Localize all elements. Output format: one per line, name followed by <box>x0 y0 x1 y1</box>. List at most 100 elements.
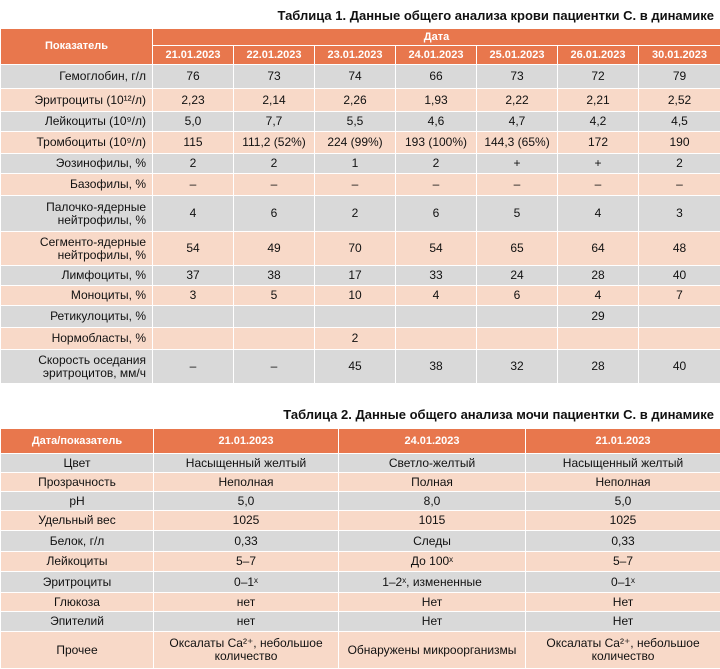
table-cell: 115 <box>153 132 234 154</box>
table-cell: 6 <box>396 196 477 232</box>
table-cell <box>234 306 315 328</box>
table-cell: 2,52 <box>639 89 720 112</box>
row-label: Прозрачность <box>1 473 154 492</box>
table-cell: 1,93 <box>396 89 477 112</box>
table-cell: – <box>153 350 234 384</box>
row-label: Эритроциты <box>1 572 154 593</box>
table-cell: 38 <box>234 266 315 286</box>
table-cell: 54 <box>153 232 234 266</box>
table-cell: 2,21 <box>558 89 639 112</box>
table-cell: 5,0 <box>153 112 234 132</box>
table-cell: – <box>234 350 315 384</box>
row-label: Эпителий <box>1 612 154 632</box>
header-date: Дата <box>153 29 720 46</box>
table-cell: 3 <box>153 286 234 306</box>
table-cell: 111,2 (52%) <box>234 132 315 154</box>
table-cell: 7,7 <box>234 112 315 132</box>
row-label: Цвет <box>1 454 154 473</box>
table-cell: 2 <box>315 196 396 232</box>
table-cell: – <box>639 174 720 196</box>
table-cell: 5–7 <box>154 552 339 572</box>
header-date-cell: 26.01.2023 <box>558 46 639 65</box>
table-cell: 32 <box>477 350 558 384</box>
table-cell: – <box>477 174 558 196</box>
table-cell <box>396 306 477 328</box>
table-cell: нет <box>154 612 339 632</box>
table-cell <box>639 328 720 350</box>
header-date-cell: 24.01.2023 <box>339 429 526 454</box>
table-cell: Светло-желтый <box>339 454 526 473</box>
header-parameter: Показатель <box>1 29 153 65</box>
table-cell: 144,3 (65%) <box>477 132 558 154</box>
table-cell: 190 <box>639 132 720 154</box>
header-date-cell: 25.01.2023 <box>477 46 558 65</box>
table-cell: Оксалаты Ca²⁺, небольшое количество <box>526 632 720 669</box>
table-cell: 2,14 <box>234 89 315 112</box>
table-cell: 45 <box>315 350 396 384</box>
table-cell: 8,0 <box>339 492 526 511</box>
table-cell: 1025 <box>154 511 339 531</box>
table-cell: нет <box>154 593 339 612</box>
table-cell: Следы <box>339 531 526 552</box>
row-label: Сегменто-ядерные нейтрофилы, % <box>1 232 153 266</box>
table-cell: 172 <box>558 132 639 154</box>
table-cell: 10 <box>315 286 396 306</box>
table-cell: 0–1ˣ <box>526 572 720 593</box>
table-cell: 48 <box>639 232 720 266</box>
table-cell: 33 <box>396 266 477 286</box>
table-cell: Неполная <box>526 473 720 492</box>
table-cell: 4,2 <box>558 112 639 132</box>
header-date-cell: 30.01.2023 <box>639 46 720 65</box>
table-cell: 2 <box>396 154 477 174</box>
row-label: Нормобласты, % <box>1 328 153 350</box>
table-cell: 4,5 <box>639 112 720 132</box>
table-cell: – <box>396 174 477 196</box>
table-cell <box>315 306 396 328</box>
table-cell: 73 <box>477 65 558 89</box>
table-cell: 64 <box>558 232 639 266</box>
table-cell: 1 <box>315 154 396 174</box>
table-cell: Оксалаты Ca²⁺, небольшое количество <box>154 632 339 669</box>
table-cell: Обнаружены микроорганизмы <box>339 632 526 669</box>
header-date-cell: 23.01.2023 <box>315 46 396 65</box>
row-label: Моноциты, % <box>1 286 153 306</box>
table2-caption: Таблица 2. Данные общего анализа мочи па… <box>283 407 720 422</box>
table-cell: 4,6 <box>396 112 477 132</box>
table-cell: 0,33 <box>526 531 720 552</box>
row-label: Палочко-ядерные нейтрофилы, % <box>1 196 153 232</box>
row-label: Лимфоциты, % <box>1 266 153 286</box>
row-label: Эритроциты (10¹²/л) <box>1 89 153 112</box>
table-cell: Нет <box>339 612 526 632</box>
table-cell: 5,0 <box>154 492 339 511</box>
row-label: pH <box>1 492 154 511</box>
table-cell: 1015 <box>339 511 526 531</box>
table-cell: 76 <box>153 65 234 89</box>
table-cell: 5–7 <box>526 552 720 572</box>
table-cell: 72 <box>558 65 639 89</box>
table-cell: 0,33 <box>154 531 339 552</box>
row-label: Удельный вес <box>1 511 154 531</box>
row-label: Скорость оседания эритроцитов, мм/ч <box>1 350 153 384</box>
table-cell: – <box>558 174 639 196</box>
table-cell: Нет <box>339 593 526 612</box>
table-cell: 40 <box>639 350 720 384</box>
table-cell: 2 <box>639 154 720 174</box>
table-cell: Нет <box>526 612 720 632</box>
table-cell: 224 (99%) <box>315 132 396 154</box>
table-cell: 193 (100%) <box>396 132 477 154</box>
row-label: Лейкоциты <box>1 552 154 572</box>
table-cell <box>153 328 234 350</box>
table-cell: 4 <box>558 286 639 306</box>
table-cell: 24 <box>477 266 558 286</box>
table-cell <box>639 306 720 328</box>
